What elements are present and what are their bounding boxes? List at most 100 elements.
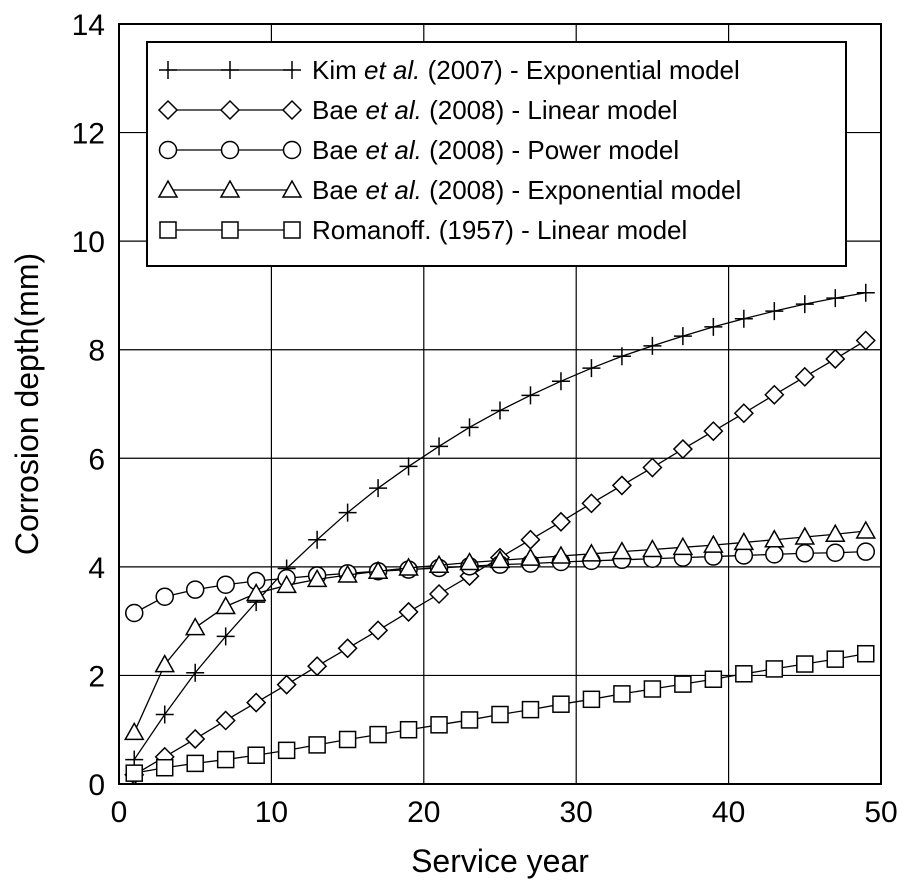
data-point-0-20 bbox=[734, 309, 753, 328]
data-point-1-16 bbox=[611, 475, 632, 496]
data-point-3-0 bbox=[123, 721, 145, 741]
data-point-1-13 bbox=[520, 529, 541, 550]
data-point-1-21 bbox=[764, 384, 785, 405]
data-point-4-5 bbox=[277, 741, 296, 760]
legend-marker-3-2 bbox=[281, 179, 303, 198]
y-axis-label: Corrosion depth(mm) bbox=[9, 253, 45, 555]
data-point-3-18 bbox=[672, 536, 694, 556]
data-point-2-21 bbox=[765, 545, 784, 564]
data-point-4-17 bbox=[643, 680, 662, 698]
data-point-3-17 bbox=[642, 538, 663, 558]
legend-label-3: Bae et al. (2008) - Exponential model bbox=[312, 175, 741, 205]
data-point-4-10 bbox=[430, 716, 448, 734]
legend-marker-0-1 bbox=[221, 61, 239, 79]
legend-marker-0-2 bbox=[283, 61, 301, 79]
data-point-2-2 bbox=[185, 580, 205, 599]
legend-marker-2-0 bbox=[158, 140, 178, 160]
data-point-3-24 bbox=[855, 520, 877, 539]
legend-label-4: Romanoff. (1957) - Linear model bbox=[312, 215, 687, 245]
y-tick-label: 14 bbox=[72, 9, 105, 42]
legend-marker-1-2 bbox=[281, 99, 303, 121]
legend-marker-1-1 bbox=[219, 99, 241, 121]
data-point-3-6 bbox=[306, 568, 328, 588]
data-point-1-24 bbox=[855, 330, 876, 351]
data-point-3-4 bbox=[245, 582, 267, 602]
data-point-0-6 bbox=[308, 530, 327, 549]
data-point-4-22 bbox=[796, 655, 814, 673]
data-point-1-15 bbox=[581, 493, 602, 514]
data-point-0-11 bbox=[460, 418, 479, 437]
x-tick-label: 40 bbox=[712, 796, 745, 829]
legend-etal: et al. bbox=[366, 135, 422, 165]
data-point-0-10 bbox=[430, 437, 449, 456]
data-point-1-17 bbox=[642, 457, 663, 478]
data-point-4-19 bbox=[704, 670, 723, 688]
y-tick-label: 10 bbox=[72, 226, 105, 259]
legend-author: Bae bbox=[312, 135, 366, 165]
data-point-3-22 bbox=[794, 526, 816, 545]
series-0 bbox=[125, 283, 875, 769]
series-layer bbox=[123, 283, 877, 785]
data-point-4-6 bbox=[308, 736, 326, 754]
x-tick-label: 0 bbox=[111, 796, 128, 829]
data-point-3-1 bbox=[154, 654, 176, 673]
legend-etal: et al. bbox=[366, 175, 422, 205]
data-point-0-15 bbox=[582, 359, 601, 378]
y-tick-label: 6 bbox=[88, 443, 105, 476]
legend-label-0: Kim et al. (2007) - Exponential model bbox=[312, 55, 740, 85]
data-point-0-23 bbox=[826, 289, 845, 308]
data-point-0-14 bbox=[551, 372, 570, 391]
legend-author: Bae bbox=[312, 175, 366, 205]
x-tick-label: 20 bbox=[407, 796, 440, 829]
data-point-4-9 bbox=[399, 720, 418, 739]
x-tick-label: 30 bbox=[560, 796, 593, 829]
data-point-4-11 bbox=[460, 711, 479, 729]
data-point-2-22 bbox=[795, 544, 815, 563]
data-point-1-6 bbox=[307, 656, 328, 677]
data-point-2-0 bbox=[124, 603, 144, 623]
data-point-2-3 bbox=[216, 575, 235, 595]
series-4 bbox=[125, 644, 875, 782]
data-point-3-23 bbox=[824, 523, 846, 543]
data-point-1-19 bbox=[703, 421, 724, 442]
data-point-4-12 bbox=[491, 705, 509, 724]
data-point-1-9 bbox=[398, 601, 419, 622]
data-point-3-20 bbox=[733, 531, 755, 551]
data-point-3-15 bbox=[581, 543, 602, 562]
series-3 bbox=[123, 520, 877, 741]
data-point-3-3 bbox=[215, 595, 236, 615]
x-tick-label: 50 bbox=[864, 796, 897, 829]
legend-marker-4-0 bbox=[159, 221, 177, 239]
legend-entry-0: Kim et al. (2007) - Exponential model bbox=[159, 55, 740, 85]
data-point-1-8 bbox=[368, 620, 389, 641]
data-point-3-5 bbox=[276, 574, 297, 594]
legend-marker-4-1 bbox=[221, 221, 239, 239]
legend-label-2: Bae et al. (2008) - Power model bbox=[312, 135, 679, 165]
legend-marker-3-0 bbox=[157, 179, 179, 198]
data-point-1-7 bbox=[337, 638, 358, 659]
legend-etal: et al. bbox=[364, 55, 420, 85]
data-point-1-14 bbox=[550, 511, 572, 532]
data-point-3-2 bbox=[184, 617, 206, 636]
data-point-4-15 bbox=[582, 690, 601, 709]
data-point-4-4 bbox=[247, 746, 265, 764]
data-point-3-16 bbox=[611, 541, 633, 560]
legend-entry-3: Bae et al. (2008) - Exponential model bbox=[157, 175, 741, 205]
data-point-0-2 bbox=[186, 663, 205, 682]
ticks: 0 10 20 30 40 50 0 2 4 6 8 10 12 14 bbox=[72, 9, 898, 829]
legend: Kim et al. (2007) - Exponential model Bae… bbox=[146, 41, 847, 267]
data-point-4-7 bbox=[338, 730, 357, 749]
data-point-0-22 bbox=[795, 295, 814, 314]
data-point-4-0 bbox=[125, 764, 143, 782]
legend-marker-0-0 bbox=[159, 61, 177, 79]
data-point-0-12 bbox=[491, 401, 509, 420]
data-point-3-11 bbox=[459, 551, 480, 571]
x-tick-label: 10 bbox=[255, 796, 288, 829]
series-line-0 bbox=[133, 292, 866, 760]
legend-marker-3-1 bbox=[219, 179, 241, 198]
data-point-1-4 bbox=[246, 692, 267, 713]
data-point-3-13 bbox=[520, 547, 541, 566]
data-point-4-24 bbox=[857, 644, 875, 663]
data-point-4-21 bbox=[765, 660, 784, 678]
